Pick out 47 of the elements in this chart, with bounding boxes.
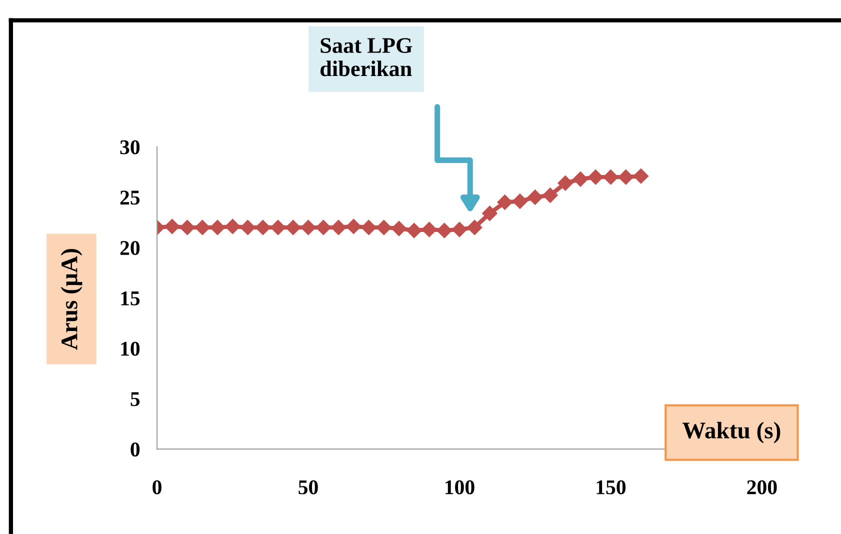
point <box>528 190 543 205</box>
y-tick-label: 15 <box>121 291 140 306</box>
x-tick-label: 150 <box>596 480 626 494</box>
x-tick-label: 200 <box>747 480 777 494</box>
point <box>361 220 376 236</box>
point <box>406 222 422 238</box>
x-tick-label: 0 <box>152 480 162 494</box>
point <box>633 168 649 184</box>
y-tick-label: 5 <box>130 392 140 406</box>
y-tick-label: 25 <box>120 190 140 205</box>
point <box>482 206 498 221</box>
point <box>270 220 286 236</box>
point <box>180 220 195 236</box>
point <box>542 188 558 203</box>
point <box>286 220 301 236</box>
point <box>330 220 346 236</box>
point <box>210 220 226 236</box>
point <box>316 220 331 236</box>
point <box>572 172 588 187</box>
point <box>558 176 573 191</box>
point <box>436 222 452 238</box>
y-axis-title: Arus (µA) <box>60 249 82 350</box>
point <box>164 218 180 234</box>
x-axis-title: Waktu (s) <box>682 422 780 444</box>
point <box>391 220 407 236</box>
y-tick-label: 0 <box>130 442 140 457</box>
point <box>497 194 512 210</box>
point <box>512 194 528 209</box>
point <box>346 218 362 234</box>
point <box>467 220 482 236</box>
point <box>422 222 437 238</box>
point <box>452 222 468 238</box>
point <box>603 170 618 185</box>
y-tick-label: 10 <box>121 342 140 356</box>
x-tick-label: 50 <box>298 480 318 494</box>
point <box>376 220 392 236</box>
point <box>194 220 210 236</box>
point <box>588 170 604 185</box>
point <box>255 220 270 236</box>
y-tick-label: 20 <box>120 240 140 256</box>
text: Saat LPG diberikan <box>320 38 412 76</box>
point <box>240 220 256 236</box>
point <box>618 170 634 185</box>
x-tick-label: 100 <box>446 480 474 494</box>
point <box>300 220 316 236</box>
point <box>225 218 240 234</box>
y-tick-label: 30 <box>120 140 140 154</box>
